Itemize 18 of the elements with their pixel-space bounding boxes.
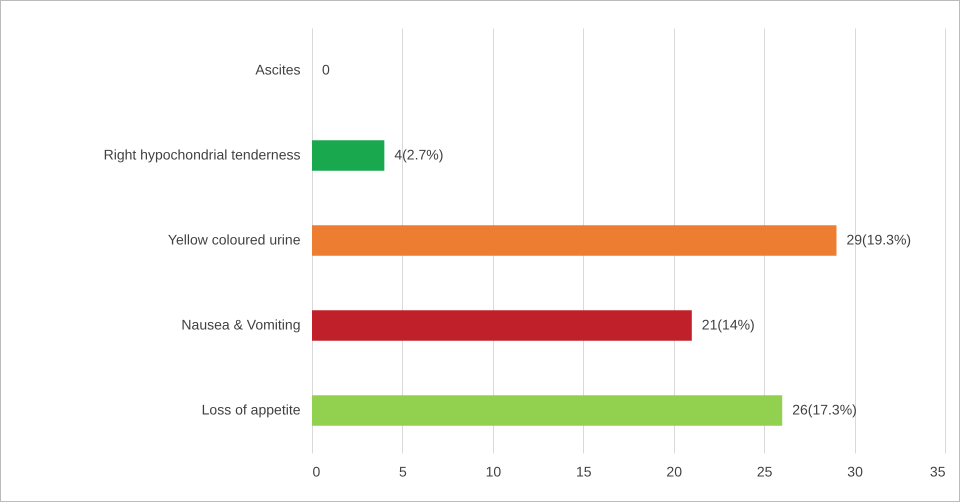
y-tick-label: Ascites [255,62,300,78]
data-label: 0 [322,62,330,78]
y-tick-label: Loss of appetite [202,402,301,418]
x-tick-label: 25 [756,464,773,480]
y-tick-label: Right hypochondrial tenderness [104,146,300,162]
x-tick-label: 30 [847,464,864,480]
y-tick-label: Yellow coloured urine [168,232,301,248]
x-tick-label: 15 [576,464,592,480]
y-tick-label: Nausea & Vomiting [181,316,300,332]
data-label: 4(2.7%) [394,146,444,162]
x-tick-label: 0 [312,464,320,480]
data-label: 26(17.3%) [792,402,857,418]
x-tick-label: 35 [930,464,946,480]
x-tick-label: 20 [666,464,682,480]
data-label: 29(19.3%) [846,232,912,248]
data-label: 21(14%) [702,316,755,332]
x-tick-label: 5 [399,464,408,480]
x-tick-label: 10 [486,464,502,480]
